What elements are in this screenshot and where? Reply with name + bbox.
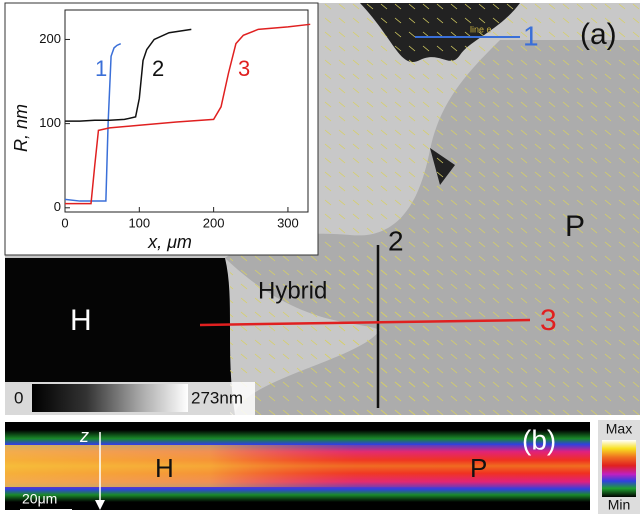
x-axis-label: x, μm — [147, 232, 192, 252]
legend-label: 2 — [152, 56, 164, 81]
line-name: line e — [470, 24, 492, 34]
panel-label: (a) — [580, 18, 617, 51]
legend-label: 1 — [95, 56, 107, 81]
line-label: 2 — [388, 225, 404, 256]
y-tick-label: 200 — [39, 31, 61, 46]
y-tick-label: 0 — [54, 199, 61, 214]
legend-label: 3 — [238, 56, 250, 81]
scale-min: 0 — [14, 388, 23, 407]
region-label: H — [70, 304, 92, 337]
figure: line e 1 2 3 (a) H Hybrid P 0 273nm 0 100… — [0, 0, 642, 516]
z-label: z — [79, 426, 89, 446]
x-tick-label: 100 — [128, 215, 150, 230]
intensity-band — [5, 445, 590, 487]
x-tick-label: 300 — [277, 215, 299, 230]
y-tick-label: 100 — [39, 115, 61, 130]
line-label: 1 — [523, 20, 539, 51]
region-label: P — [565, 210, 585, 243]
scale-max: 273nm — [191, 388, 243, 407]
panel-label: (b) — [522, 424, 556, 455]
scale-bar-label: 20μm — [22, 491, 57, 507]
region-label: Hybrid — [258, 277, 327, 304]
colorbar — [602, 440, 636, 497]
x-tick-label: 0 — [61, 215, 68, 230]
x-tick-label: 200 — [203, 215, 225, 230]
line-label: 3 — [540, 304, 557, 337]
region-label: H — [155, 453, 174, 483]
gray-scale — [32, 384, 188, 412]
colorbar-min: Min — [608, 497, 631, 513]
region-label: P — [470, 453, 487, 483]
colorbar-max: Max — [606, 421, 632, 437]
y-axis-label: R, nm — [11, 104, 31, 152]
